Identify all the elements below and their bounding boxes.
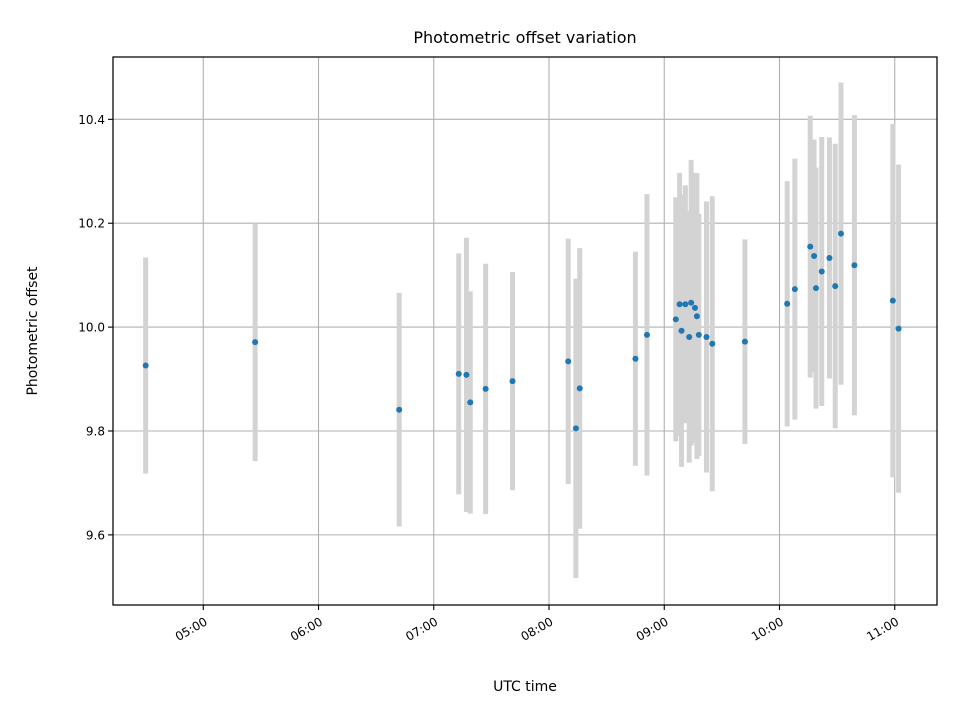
data-point [463,371,470,378]
data-point [812,285,819,292]
y-tick-label: 9.6 [86,528,105,542]
data-point [832,283,839,290]
data-point [709,340,716,347]
data-points [142,230,902,432]
data-point [396,406,403,413]
data-point [837,230,844,237]
plot-frame [112,56,938,606]
data-point [572,425,579,432]
data-point [682,301,689,308]
data-point [576,385,583,392]
data-point [811,252,818,259]
data-point [691,304,698,311]
y-tick-label: 9.8 [86,424,105,438]
data-point [455,370,462,377]
data-point [818,268,825,275]
data-point [467,399,474,406]
y-tick-label: 10.2 [78,217,105,231]
plot-area [113,57,937,605]
data-point [784,300,791,307]
data-point [695,331,702,338]
data-point [252,339,259,346]
data-point [693,313,700,320]
data-point [791,286,798,293]
data-point [643,331,650,338]
data-point [142,362,149,369]
data-point [509,378,516,385]
data-point [889,297,896,304]
data-point [678,327,685,334]
y-axis-ticks: 9.6 9.8 10.0 10.2 10.4 [78,113,113,542]
data-point [826,255,833,262]
y-tick-label: 10.4 [78,113,105,127]
data-point [703,333,710,340]
data-point [895,325,902,332]
y-axis-label: Photometric offset [25,266,41,396]
data-point [672,316,679,323]
data-point [686,333,693,340]
data-point [851,262,858,269]
data-point [565,358,572,365]
data-point [676,301,683,308]
chart-title: Photometric offset variation [413,28,636,47]
x-axis-label: UTC time [493,679,557,695]
data-point [688,299,695,306]
data-point [741,338,748,345]
data-point [807,243,814,250]
y-tick-label: 10.0 [78,321,105,335]
data-point [482,385,489,392]
data-point [632,355,639,362]
